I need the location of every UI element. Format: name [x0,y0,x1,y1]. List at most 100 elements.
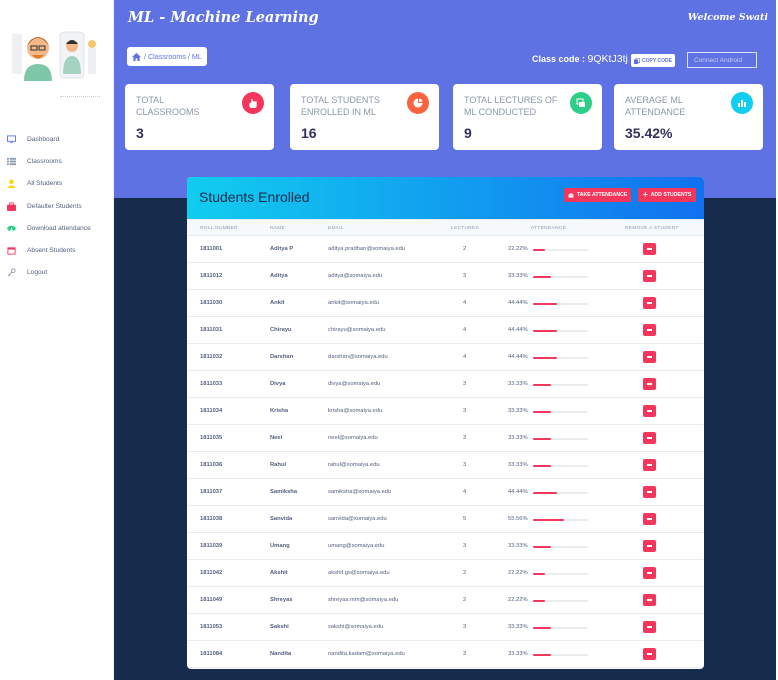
remove-student-button[interactable] [643,378,656,390]
cell-lectures: 2 [463,570,467,576]
table-row: 1811049 Shreyas shreyas.mm@somaiya.edu 2… [187,587,704,614]
remove-student-button[interactable] [643,567,656,579]
attendance-progress-bar [533,437,588,440]
stat-value: 3 [136,125,144,141]
cell-name: Akshit [270,570,288,576]
sidebar-item-defaulter-students[interactable]: Defaulter Students [0,195,114,217]
sidebar-item-absent-students[interactable]: Absent Students [0,239,114,261]
attendance-progress-fill [533,599,546,602]
sidebar-item-label: Classrooms [27,157,62,165]
connect-android-input[interactable]: Connect Android [687,52,757,68]
sidebar-item-all-students[interactable]: All Students [0,173,114,195]
remove-student-button[interactable] [643,594,656,606]
take-attendance-button[interactable]: TAKE ATTENDANCE [564,188,632,202]
attendance-progress-bar [533,329,588,332]
cell-email: aditya.pradhan@somaiya.edu [328,246,406,252]
remove-student-button[interactable] [643,486,656,498]
remove-student-button[interactable] [643,540,656,552]
table-body: 1811001 Aditya P aditya.pradhan@somaiya.… [187,236,704,668]
header: ML - Machine Learning Welcome Swati / Cl… [114,0,776,198]
brand-title[interactable]: ML - Machine Learning [128,9,319,26]
col-attendance: ATTENDANCE [531,226,567,231]
cell-name: Rahul [270,462,287,468]
cell-roll-number: 1811012 [200,273,223,279]
cell-name: Sakshi [270,624,289,630]
col-email: EMAIL [328,226,344,231]
sidebar-item-dashboard[interactable]: Dashboard [0,128,114,150]
sidebar-divider [60,96,100,97]
remove-student-button[interactable] [643,432,656,444]
table-row: 1811039 Umang umang@somaiya.edu 3 33.33% [187,533,704,560]
cell-lectures: 3 [463,462,467,468]
cell-attendance: 22.22% [508,246,528,252]
cell-attendance: 44.44% [508,489,528,495]
plus-icon: + [643,190,648,199]
cell-email: krisha@somaiya.edu [328,408,383,414]
cell-name: Darshan [270,354,294,360]
remove-student-button[interactable] [643,459,656,471]
sidebar-item-logout[interactable]: Logout [0,262,114,284]
add-students-button[interactable]: + ADD STUDENTS [638,188,697,202]
table-row: 1811053 Sakshi sakshi@somaiya.edu 3 33.3… [187,614,704,641]
pie-chart-icon [407,92,429,114]
remove-student-button[interactable] [643,270,656,282]
cell-name: Umang [270,543,290,549]
cloud-download-icon [7,224,16,233]
remove-student-button[interactable] [643,243,656,255]
attendance-progress-fill [533,356,558,359]
key-icon [7,268,16,277]
minus-icon [647,356,652,358]
minus-icon [647,383,652,385]
stat-card: AVERAGE ML ATTENDANCE 35.42% [614,84,763,150]
connect-android-placeholder: Connect Android [694,56,743,64]
cell-name: Aditya [270,273,288,279]
cell-name: Neel [270,435,283,441]
minus-icon [647,572,652,574]
sidebar-item-classrooms[interactable]: Classrooms [0,150,114,172]
attendance-progress-fill [533,329,558,332]
attendance-progress-bar [533,275,588,278]
cell-roll-number: 1811039 [200,543,223,549]
copy-icon [634,57,640,64]
remove-student-button[interactable] [643,648,656,660]
cell-attendance: 55.56% [508,516,528,522]
sidebar-item-download-attendance[interactable]: Download attendance [0,217,114,239]
stat-value: 16 [301,125,317,141]
cell-name: Chirayu [270,327,292,333]
cell-roll-number: 1811084 [200,651,223,657]
table-row: 1811034 Krisha krisha@somaiya.edu 3 33.3… [187,398,704,425]
copy-code-button[interactable]: COPY CODE [631,54,675,67]
breadcrumb-path[interactable]: / Classrooms / ML [144,52,202,61]
cell-attendance: 33.33% [508,435,528,441]
attendance-progress-bar [533,518,588,521]
remove-student-button[interactable] [643,324,656,336]
remove-student-button[interactable] [643,351,656,363]
home-icon[interactable] [132,52,141,61]
cell-roll-number: 1811032 [200,354,223,360]
cell-email: neel@somaiya.edu [328,435,378,441]
cell-name: Shreyas [270,597,293,603]
attendance-progress-fill [533,545,552,548]
remove-student-button[interactable] [643,405,656,417]
attendance-progress-fill [533,464,552,467]
remove-student-button[interactable] [643,297,656,309]
cell-email: ankit@somaiya.edu [328,300,379,306]
minus-icon [647,329,652,331]
cell-email: umang@somaiya.edu [328,543,385,549]
attendance-progress-fill [533,437,552,440]
cell-roll-number: 1811031 [200,327,223,333]
attendance-progress-fill [533,491,558,494]
stat-value: 9 [464,125,472,141]
cell-email: darshan@somaiya.edu [328,354,388,360]
cell-email: samiksha@somaiya.edu [328,489,392,495]
remove-student-button[interactable] [643,621,656,633]
cell-lectures: 3 [463,435,467,441]
sidebar: Dashboard Classrooms All Students Defaulter… [0,0,114,680]
stat-card: TOTAL LECTURES OF ML CONDUCTED 9 [453,84,602,150]
cell-lectures: 4 [463,300,467,306]
remove-student-button[interactable] [643,513,656,525]
minus-icon [647,437,652,439]
table-row: 1811001 Aditya P aditya.pradhan@somaiya.… [187,236,704,263]
cell-lectures: 4 [463,489,467,495]
attendance-progress-bar [533,356,588,359]
